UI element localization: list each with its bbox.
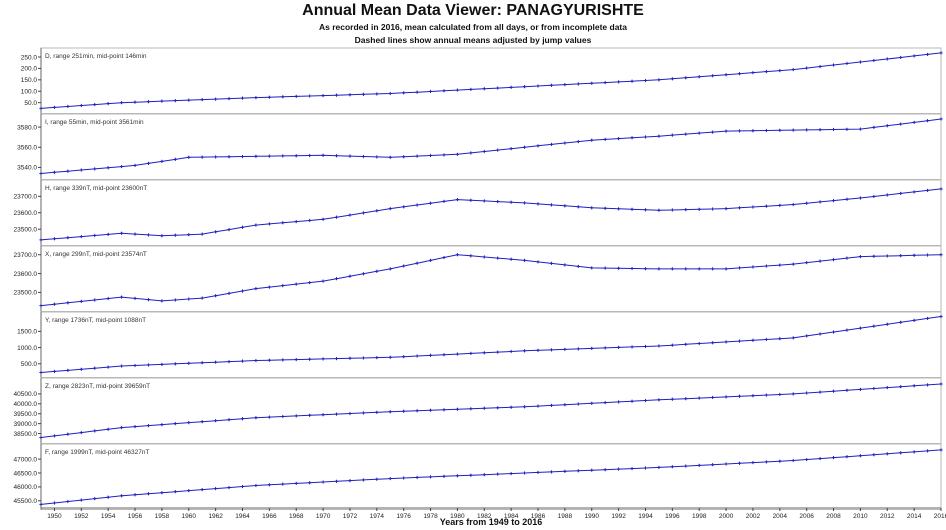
y-tick-label-H: 23700.0: [14, 194, 38, 201]
series-line-D: [40, 52, 942, 109]
x-tick-label: 1984: [504, 513, 519, 520]
y-tick-label-F: 46000.0: [14, 484, 38, 491]
y-tick-label-D: 150.0: [21, 77, 38, 84]
y-tick-label-Z: 40000.0: [14, 401, 38, 408]
x-tick-label: 2016: [934, 513, 946, 520]
x-tick-label: 1976: [396, 513, 411, 520]
x-tick-label: 1980: [450, 513, 465, 520]
y-tick-label-Z: 39500.0: [14, 411, 38, 418]
x-tick-label: 1998: [692, 513, 707, 520]
x-tick-label: 2006: [799, 513, 814, 520]
x-tick-label: 1956: [128, 513, 143, 520]
chart-subtitle-1: As recorded in 2016, mean calculated fro…: [319, 22, 627, 32]
x-tick-label: 1986: [531, 513, 546, 520]
x-tick-label: 1988: [558, 513, 573, 520]
series-line-I: [40, 118, 942, 174]
y-tick-label-X: 23600.0: [14, 271, 38, 278]
x-tick-label: 1970: [316, 513, 331, 520]
x-tick-label: 1992: [611, 513, 626, 520]
series-line-Z: [40, 383, 942, 438]
x-tick-label: 2000: [719, 513, 734, 520]
y-tick-label-Z: 39000.0: [14, 421, 38, 428]
y-tick-label-H: 23500.0: [14, 226, 38, 233]
panel-frame-Y: [40, 311, 942, 378]
y-tick-label-D: 50.0: [24, 100, 37, 107]
x-tick-label: 2002: [746, 513, 761, 520]
panel-label-F: F, range 1999nT, mid-point 46327nT: [45, 449, 149, 456]
panel-frame-X: [40, 245, 942, 312]
x-axis-title: Years from 1949 to 2016: [440, 517, 543, 527]
x-tick-label: 1994: [638, 513, 653, 520]
x-tick-label: 1996: [665, 513, 680, 520]
panel-label-I: I, range 55min, mid-point 3561min: [45, 119, 144, 126]
y-tick-label-D: 200.0: [21, 66, 38, 73]
chart-title: Annual Mean Data Viewer: PANAGYURISHTE: [302, 2, 644, 19]
series-line-X: [40, 254, 942, 307]
panel-label-Z: Z, range 2823nT, mid-point 39659nT: [45, 383, 150, 390]
x-tick-label: 1960: [182, 513, 197, 520]
x-tick-label: 1978: [423, 513, 438, 520]
y-tick-label-I: 3580.0: [17, 124, 37, 131]
y-tick-label-Z: 40500.0: [14, 391, 38, 398]
y-tick-label-I: 3560.0: [17, 145, 37, 152]
panel-label-D: D, range 251min, mid-point 146min: [45, 53, 147, 60]
chart-subtitle-2: Dashed lines show annual means adjusted …: [354, 35, 592, 45]
y-tick-label-I: 3540.0: [17, 165, 37, 172]
series-line-Y: [40, 316, 942, 373]
y-tick-label-H: 23600.0: [14, 210, 38, 217]
x-tick-label: 1952: [74, 513, 89, 520]
y-tick-label-F: 45500.0: [14, 498, 38, 505]
panel-label-X: X, range 299nT, mid-point 23574nT: [45, 251, 147, 258]
x-tick-label: 1974: [370, 513, 385, 520]
panel-frame-F: [40, 443, 942, 510]
panel-frame-I: [40, 113, 942, 180]
panel-label-H: H, range 339nT, mid-point 23600nT: [45, 185, 147, 192]
x-tick-label: 1950: [47, 513, 62, 520]
x-tick-label: 2012: [880, 513, 895, 520]
x-tick-label: 2014: [907, 513, 922, 520]
y-tick-label-Y: 1500.0: [17, 329, 37, 336]
series-line-F: [40, 449, 942, 505]
x-tick-label: 2004: [773, 513, 788, 520]
panel-frame-D: [40, 47, 942, 114]
x-tick-label: 1990: [585, 513, 600, 520]
x-tick-label: 1966: [262, 513, 277, 520]
y-tick-label-Y: 500.0: [21, 361, 38, 368]
x-tick-label: 1982: [477, 513, 492, 520]
x-tick-label: 1954: [101, 513, 116, 520]
y-tick-label-Z: 38500.0: [14, 431, 38, 438]
x-tick-label: 1972: [343, 513, 358, 520]
y-tick-label-F: 46500.0: [14, 470, 38, 477]
x-tick-label: 1958: [155, 513, 170, 520]
y-tick-label-X: 23700.0: [14, 252, 38, 259]
x-tick-label: 2008: [826, 513, 841, 520]
y-tick-label-F: 47000.0: [14, 456, 38, 463]
y-tick-label-D: 250.0: [21, 54, 38, 61]
panel-frame-Z: [40, 377, 942, 444]
panel-label-Y: Y, range 1736nT, mid-point 1088nT: [45, 317, 146, 324]
y-tick-label-X: 23500.0: [14, 290, 38, 297]
x-tick-label: 1964: [235, 513, 250, 520]
y-tick-label-D: 100.0: [21, 89, 38, 96]
x-tick-label: 2010: [853, 513, 868, 520]
x-tick-label: 1968: [289, 513, 304, 520]
series-line-H: [40, 188, 942, 241]
x-tick-label: 1962: [208, 513, 223, 520]
y-tick-label-Y: 1000.0: [17, 345, 37, 352]
